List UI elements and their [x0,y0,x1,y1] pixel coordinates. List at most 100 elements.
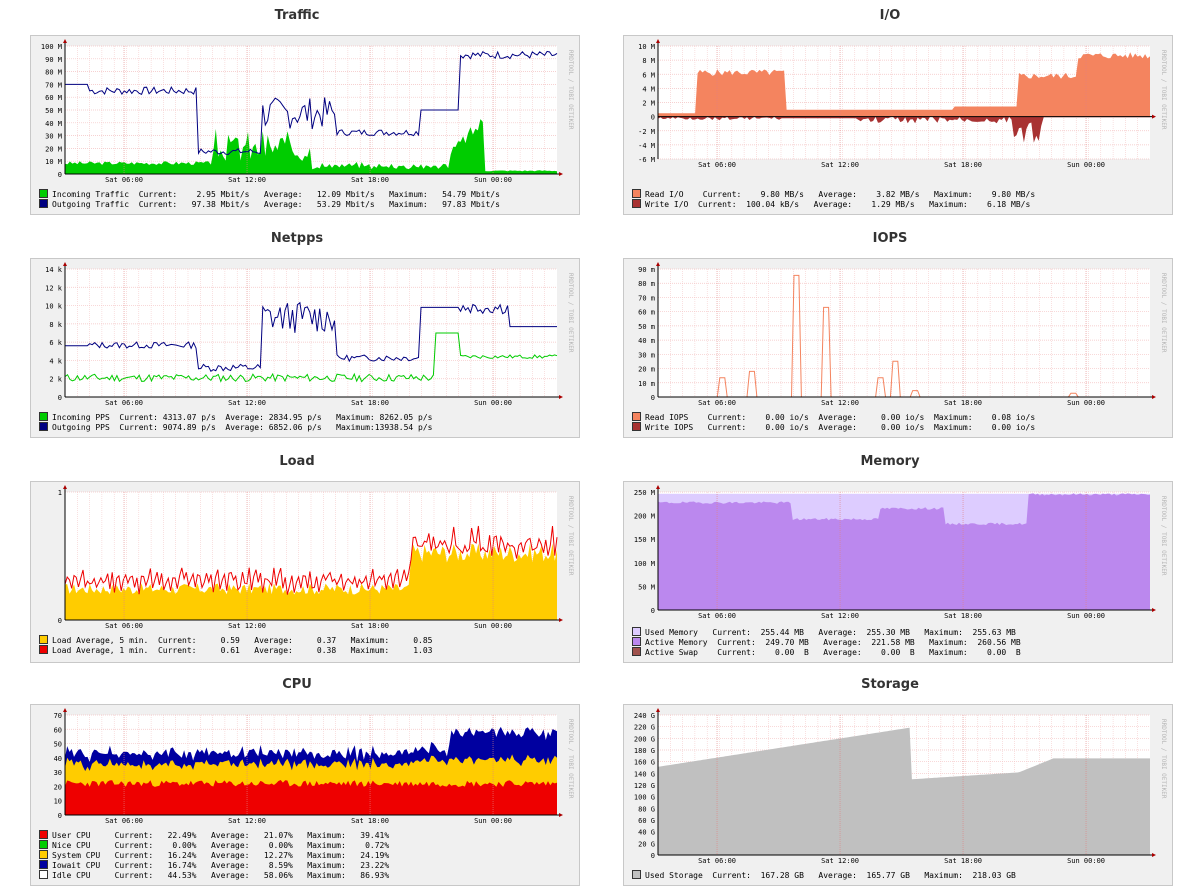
y-tick-label: 4 k [49,357,62,365]
y-tick-label: 20 [54,783,62,791]
traffic-legend: Incoming Traffic Current: 2.95 Mbit/s Av… [39,189,500,209]
legend-text: Nice CPU Current: 0.00% Average: 0.00% M… [52,841,390,850]
memory-graph-panel: 0 50 M 100 M 150 M 200 M 250 M Sat 06:00 Sat 12… [623,481,1173,663]
x-tick-label: Sat 12:00 [228,622,266,630]
y-tick-label: 0 [58,617,62,625]
y-tick-label: 40 M [45,120,62,128]
y-tick-label: 40 G [638,829,655,837]
legend-text: Outgoing Traffic Current: 97.38 Mbit/s A… [52,200,500,209]
legend-text: Read IOPS Current: 0.00 io/s Average: 0.… [645,413,1036,422]
legend-row: Nice CPU Current: 0.00% Average: 0.00% M… [39,840,389,850]
active-memory-area [658,493,1150,610]
x-axis-arrow [559,813,563,817]
legend-row: Write I/O Current: 100.04 kB/s Average: … [632,199,1035,209]
legend-text: Used Memory Current: 255.44 MB Average: … [645,628,1016,637]
io-graph-panel: -6 M -4 M -2 M 0 2 M 4 M 6 M 8 M 10 M Sat 06:00 Sa… [623,35,1173,215]
y-tick-label: 50 m [638,323,655,331]
io-graph: -6 M -4 M -2 M 0 2 M 4 M 6 M 8 M 10 M Sat 06:00 Sa… [638,39,1167,169]
y-tick-label: 1 [58,489,62,497]
traffic-graph: 0 10 M 20 M 30 M 40 M 50 M 60 M 70 M 80 M 90 M 100… [41,39,574,184]
y-tick-label: 50 M [45,107,62,115]
legend-text: Load Average, 1 min. Current: 0.61 Avera… [52,646,433,655]
x-axis-arrow [559,395,563,399]
legend-swatch [632,189,641,198]
y-tick-label: 30 m [638,351,655,359]
y-tick-label: 70 [54,712,62,720]
x-tick-label: Sat 18:00 [351,622,389,630]
y-axis-arrow [656,708,660,712]
x-tick-label: Sat 06:00 [105,622,143,630]
load-graph-panel: 0 1 Sat 06:00 Sat 12:00 Sat 18:00 Sun 00:00 RR… [30,481,580,663]
netpps-graph: 0 2 k 4 k 6 k 8 k 10 k 12 k 14 k Sat 06:00 Sat 12… [45,262,574,407]
y-tick-label: -2 M [638,128,655,136]
legend-swatch [39,189,48,198]
chart-title-cpu: CPU [282,677,312,692]
x-axis-arrow [1152,395,1156,399]
y-tick-label: 30 [54,769,62,777]
rrdtool-credit: RRDTOOL / TOBI OETIKER [567,719,574,799]
x-tick-label: Sat 06:00 [105,817,143,825]
y-tick-label: 60 [54,726,62,734]
y-tick-label: 2 k [49,376,62,384]
x-tick-label: Sun 00:00 [1067,161,1105,169]
y-tick-label: 6 k [49,339,62,347]
x-axis-arrow [559,172,563,176]
x-tick-label: Sat 18:00 [944,399,982,407]
x-tick-label: Sat 06:00 [105,176,143,184]
legend-swatch [39,860,48,869]
x-tick-label: Sun 00:00 [474,399,512,407]
x-tick-label: Sun 00:00 [474,817,512,825]
y-tick-label: 60 m [638,309,655,317]
y-tick-label: 8 k [49,321,62,329]
x-tick-label: Sun 00:00 [474,622,512,630]
cpu-graph: 0 10 20 30 40 50 60 70 Sat 06:00 Sat 12:00 Sat 18:… [54,708,574,825]
chart-title-traffic: Traffic [274,8,320,23]
legend-row: Incoming PPS Current: 4313.07 p/s Averag… [39,412,433,422]
legend-text: System CPU Current: 16.24% Average: 12.2… [52,851,390,860]
y-tick-label: 50 [54,741,62,749]
x-tick-label: Sat 12:00 [228,176,266,184]
y-tick-label: 0 [651,607,655,615]
legend-swatch [632,422,641,431]
load-graph: 0 1 Sat 06:00 Sat 12:00 Sat 18:00 Sun 00:00 RR… [58,485,574,630]
legend-row: Write IOPS Current: 0.00 io/s Average: 0… [632,422,1035,432]
legend-row: Iowait CPU Current: 16.74% Average: 8.59… [39,860,389,870]
y-tick-label: 30 M [45,133,62,141]
legend-row: Incoming Traffic Current: 2.95 Mbit/s Av… [39,189,500,199]
x-tick-label: Sat 12:00 [821,399,859,407]
chart-title-storage: Storage [861,677,919,692]
legend-swatch [632,412,641,421]
y-tick-label: 0 [58,812,62,820]
y-tick-label: 200 M [634,513,655,521]
iops-graph: 0 10 m 20 m 30 m 40 m 50 m 60 m 70 m 80 m 90 m Sat… [638,262,1167,407]
y-tick-label: 160 G [634,759,655,767]
y-axis-arrow [656,485,660,489]
legend-text: Iowait CPU Current: 16.74% Average: 8.59… [52,861,390,870]
y-tick-label: 0 [58,394,62,402]
y-tick-label: 100 M [634,560,655,568]
y-tick-label: 90 m [638,266,655,274]
load-legend: Load Average, 5 min. Current: 0.59 Avera… [39,635,433,655]
x-tick-label: Sat 12:00 [821,161,859,169]
legend-row: Load Average, 1 min. Current: 0.61 Avera… [39,645,433,655]
x-tick-label: Sat 18:00 [351,176,389,184]
y-tick-label: 120 G [634,782,655,790]
y-tick-label: 40 [54,755,62,763]
y-tick-label: 70 M [45,81,62,89]
y-tick-label: 100 G [634,794,655,802]
x-tick-label: Sat 12:00 [821,857,859,865]
x-tick-label: Sun 00:00 [1067,857,1105,865]
legend-swatch [39,199,48,208]
x-tick-label: Sat 06:00 [698,612,736,620]
legend-swatch [632,627,641,636]
legend-row: Used Storage Current: 167.28 GB Average:… [632,870,1016,880]
y-tick-label: 8 M [642,57,655,65]
legend-row: Load Average, 5 min. Current: 0.59 Avera… [39,635,433,645]
y-tick-label: 0 [651,114,655,122]
netpps-legend: Incoming PPS Current: 4313.07 p/s Averag… [39,412,433,432]
y-tick-label: 220 G [634,724,655,732]
legend-swatch [39,635,48,644]
x-tick-label: Sat 06:00 [698,857,736,865]
x-axis-arrow [559,618,563,622]
y-tick-label: 2 M [642,100,655,108]
